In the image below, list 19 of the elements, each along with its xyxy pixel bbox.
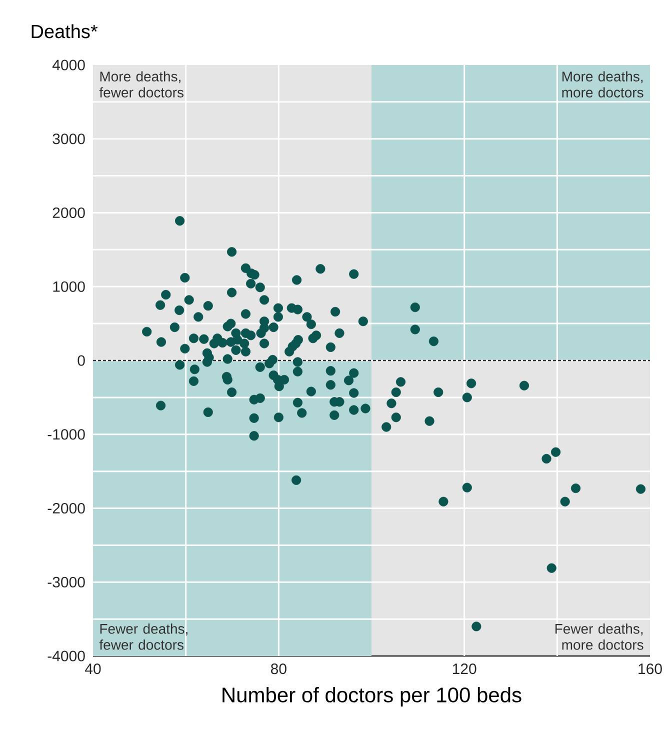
annotation: Fewer deaths, more doctors [555, 624, 644, 650]
x-tick-label: 80 [270, 664, 286, 674]
y-tick-label: -1000 [48, 429, 85, 440]
y-tick-label: -2000 [48, 502, 85, 514]
y-tick-label: 3000 [52, 134, 85, 144]
y-tick-label: -3000 [48, 576, 85, 588]
y-tick-label: 1000 [53, 281, 85, 292]
y-tick-label: -4000 [48, 650, 85, 662]
x-tick-label: 160 [638, 664, 662, 674]
y-tick-label: 4000 [52, 60, 85, 70]
annotation: Fewer deaths, fewer doctors [99, 624, 188, 650]
y-tick-label: 2000 [52, 207, 85, 218]
y-axis-title: Deaths* [32, 24, 98, 38]
x-axis-title: Number of doctors per 100 beds [222, 686, 522, 707]
annotation: More deaths, more doctors [562, 71, 644, 98]
annotation: More deaths, fewer doctors [99, 71, 184, 98]
y-tick-label: 0 [78, 355, 85, 366]
x-tick-label: 120 [452, 664, 476, 674]
x-tick-label: 40 [85, 664, 101, 674]
